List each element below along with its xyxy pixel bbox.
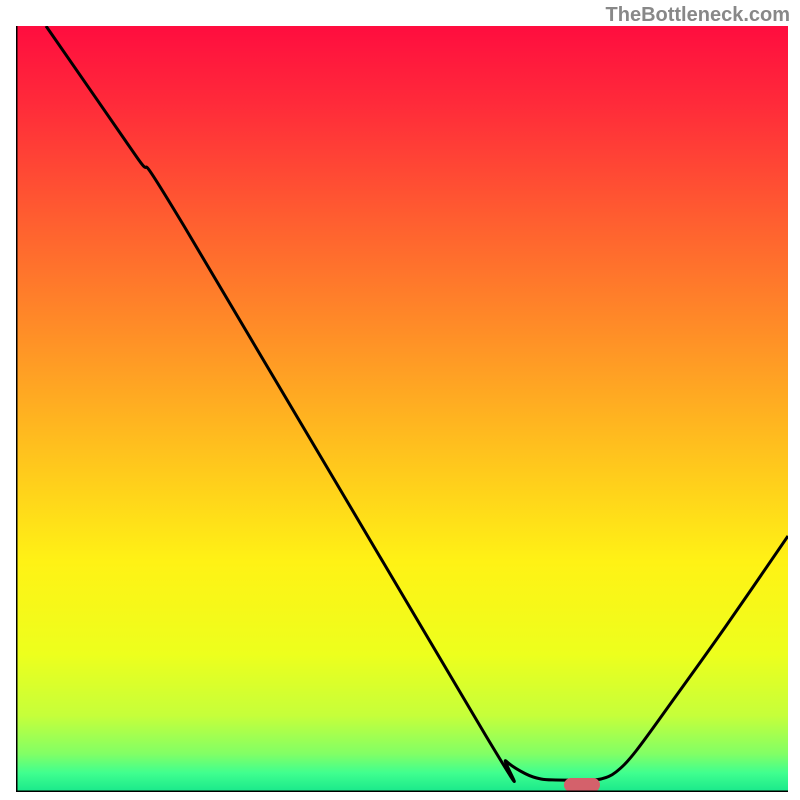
chart-plot-area — [16, 26, 788, 792]
bottleneck-curve — [46, 26, 788, 782]
chart-overlay-svg — [16, 26, 788, 792]
watermark-text: TheBottleneck.com — [606, 4, 790, 27]
chart-container: TheBottleneck.com — [0, 0, 800, 800]
optimal-marker — [564, 778, 600, 792]
